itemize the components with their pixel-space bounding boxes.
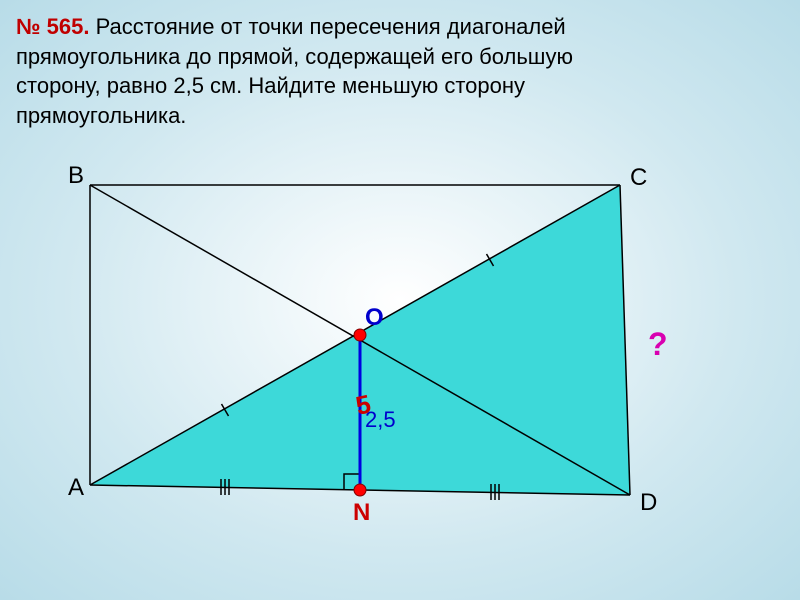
- problem-line4: прямоугольника.: [16, 103, 186, 128]
- problem-line2: прямоугольника до прямой, содержащей его…: [16, 44, 573, 69]
- geometry-diagram: A B C D O N 2,5 5 ?: [60, 165, 700, 565]
- label-c: C: [630, 164, 647, 191]
- label-o: O: [365, 304, 384, 331]
- label-a: A: [68, 474, 84, 501]
- label-b: B: [68, 162, 84, 189]
- label-n: N: [353, 499, 370, 526]
- problem-number: № 565.: [16, 14, 89, 39]
- label-d: D: [640, 489, 657, 516]
- problem-line1: Расстояние от точки пересечения диагонал…: [96, 14, 566, 39]
- problem-line3: сторону, равно 2,5 см. Найдите меньшую с…: [16, 73, 525, 98]
- point-n: [354, 484, 366, 496]
- question-mark: ?: [648, 326, 668, 362]
- problem-statement: № 565. Расстояние от точки пересечения д…: [16, 12, 784, 131]
